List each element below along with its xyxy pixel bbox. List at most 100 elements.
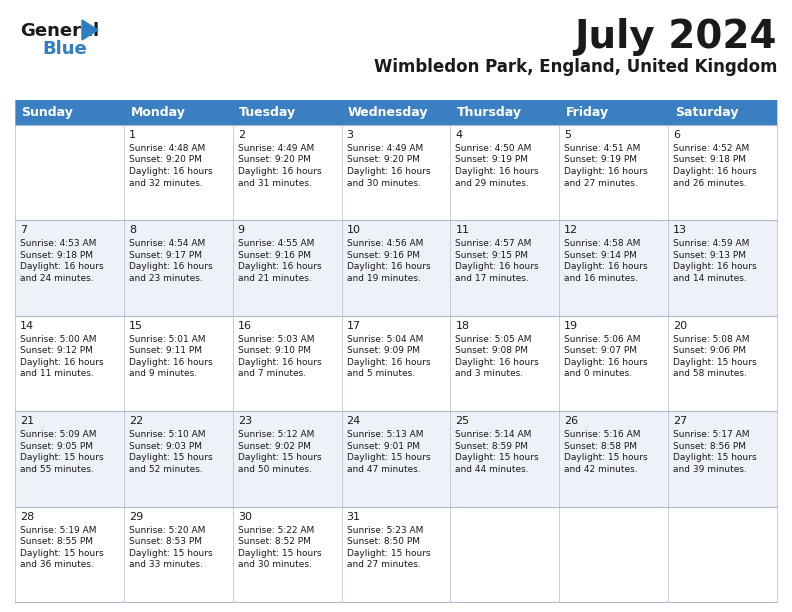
Text: and 58 minutes.: and 58 minutes. [673, 369, 747, 378]
Bar [15, 507, 777, 602]
Text: Sunrise: 4:52 AM: Sunrise: 4:52 AM [673, 144, 749, 153]
Text: and 14 minutes.: and 14 minutes. [673, 274, 747, 283]
Bar [15, 220, 777, 316]
Text: Sunset: 9:20 PM: Sunset: 9:20 PM [129, 155, 202, 165]
Text: Thursday: Thursday [457, 106, 522, 119]
Text: Monday: Monday [131, 106, 185, 119]
Text: Sunset: 8:50 PM: Sunset: 8:50 PM [347, 537, 420, 546]
Text: and 32 minutes.: and 32 minutes. [129, 179, 203, 187]
Text: Sunrise: 5:22 AM: Sunrise: 5:22 AM [238, 526, 314, 535]
Text: Sunset: 9:17 PM: Sunset: 9:17 PM [129, 251, 202, 260]
Text: Sunrise: 4:57 AM: Sunrise: 4:57 AM [455, 239, 531, 248]
Text: Daylight: 16 hours: Daylight: 16 hours [564, 358, 648, 367]
Text: Daylight: 15 hours: Daylight: 15 hours [347, 548, 430, 558]
Text: 17: 17 [347, 321, 360, 331]
Text: Wimbledon Park, England, United Kingdom: Wimbledon Park, England, United Kingdom [374, 58, 777, 76]
Text: Sunset: 9:12 PM: Sunset: 9:12 PM [20, 346, 93, 356]
Bar [124, 100, 233, 125]
Text: Sunrise: 5:14 AM: Sunrise: 5:14 AM [455, 430, 531, 439]
Text: 19: 19 [564, 321, 578, 331]
Text: 11: 11 [455, 225, 470, 236]
Text: 25: 25 [455, 416, 470, 426]
Text: and 3 minutes.: and 3 minutes. [455, 369, 524, 378]
Text: 7: 7 [20, 225, 27, 236]
Text: Sunrise: 5:23 AM: Sunrise: 5:23 AM [347, 526, 423, 535]
Text: and 11 minutes.: and 11 minutes. [20, 369, 94, 378]
Text: and 50 minutes.: and 50 minutes. [238, 465, 311, 474]
Bar [15, 411, 777, 507]
Text: 29: 29 [129, 512, 143, 521]
Text: Sunset: 9:05 PM: Sunset: 9:05 PM [20, 442, 93, 450]
Bar [15, 316, 777, 411]
Text: 9: 9 [238, 225, 245, 236]
Text: Daylight: 16 hours: Daylight: 16 hours [564, 167, 648, 176]
Text: Sunrise: 5:03 AM: Sunrise: 5:03 AM [238, 335, 314, 344]
Text: Daylight: 16 hours: Daylight: 16 hours [347, 263, 430, 271]
Text: Blue: Blue [42, 40, 87, 58]
Text: Daylight: 16 hours: Daylight: 16 hours [455, 263, 539, 271]
Text: Sunset: 9:01 PM: Sunset: 9:01 PM [347, 442, 420, 450]
Text: Sunrise: 5:19 AM: Sunrise: 5:19 AM [20, 526, 97, 535]
Text: Daylight: 15 hours: Daylight: 15 hours [20, 548, 104, 558]
Text: Daylight: 15 hours: Daylight: 15 hours [564, 453, 648, 462]
Text: Sunrise: 5:16 AM: Sunrise: 5:16 AM [564, 430, 641, 439]
Text: and 7 minutes.: and 7 minutes. [238, 369, 306, 378]
Text: Sunset: 9:20 PM: Sunset: 9:20 PM [347, 155, 420, 165]
Text: Sunrise: 5:10 AM: Sunrise: 5:10 AM [129, 430, 205, 439]
Text: Daylight: 16 hours: Daylight: 16 hours [347, 358, 430, 367]
Text: Sunset: 8:55 PM: Sunset: 8:55 PM [20, 537, 93, 546]
Text: Sunset: 9:16 PM: Sunset: 9:16 PM [238, 251, 310, 260]
Text: 27: 27 [673, 416, 687, 426]
Text: Sunset: 8:56 PM: Sunset: 8:56 PM [673, 442, 746, 450]
Text: Sunset: 9:14 PM: Sunset: 9:14 PM [564, 251, 637, 260]
Text: Sunset: 9:13 PM: Sunset: 9:13 PM [673, 251, 746, 260]
Text: and 55 minutes.: and 55 minutes. [20, 465, 94, 474]
Text: Sunset: 8:59 PM: Sunset: 8:59 PM [455, 442, 528, 450]
Text: Sunrise: 4:59 AM: Sunrise: 4:59 AM [673, 239, 749, 248]
Text: Sunset: 9:19 PM: Sunset: 9:19 PM [564, 155, 638, 165]
Text: and 31 minutes.: and 31 minutes. [238, 179, 311, 187]
Text: 31: 31 [347, 512, 360, 521]
Text: General: General [20, 22, 99, 40]
Text: and 24 minutes.: and 24 minutes. [20, 274, 93, 283]
Text: Sunday: Sunday [21, 106, 74, 119]
Text: and 29 minutes.: and 29 minutes. [455, 179, 529, 187]
Text: and 16 minutes.: and 16 minutes. [564, 274, 638, 283]
Bar [15, 125, 777, 220]
Text: Sunrise: 5:05 AM: Sunrise: 5:05 AM [455, 335, 532, 344]
Text: 2: 2 [238, 130, 245, 140]
Text: 30: 30 [238, 512, 252, 521]
Text: and 17 minutes.: and 17 minutes. [455, 274, 529, 283]
Text: Sunset: 9:09 PM: Sunset: 9:09 PM [347, 346, 420, 356]
Bar [668, 100, 777, 125]
Text: Sunrise: 4:49 AM: Sunrise: 4:49 AM [347, 144, 423, 153]
Text: 26: 26 [564, 416, 578, 426]
Text: Sunset: 9:02 PM: Sunset: 9:02 PM [238, 442, 310, 450]
Text: and 27 minutes.: and 27 minutes. [347, 560, 421, 569]
Text: Sunrise: 4:53 AM: Sunrise: 4:53 AM [20, 239, 97, 248]
Text: Daylight: 16 hours: Daylight: 16 hours [20, 263, 104, 271]
Text: Daylight: 16 hours: Daylight: 16 hours [238, 167, 322, 176]
Text: Daylight: 16 hours: Daylight: 16 hours [129, 358, 212, 367]
Text: Sunrise: 4:55 AM: Sunrise: 4:55 AM [238, 239, 314, 248]
Text: Sunrise: 4:49 AM: Sunrise: 4:49 AM [238, 144, 314, 153]
Text: Sunrise: 5:06 AM: Sunrise: 5:06 AM [564, 335, 641, 344]
Text: 13: 13 [673, 225, 687, 236]
Text: and 42 minutes.: and 42 minutes. [564, 465, 638, 474]
Text: and 52 minutes.: and 52 minutes. [129, 465, 203, 474]
Bar [15, 100, 124, 125]
Text: Sunrise: 5:00 AM: Sunrise: 5:00 AM [20, 335, 97, 344]
Text: Sunset: 9:20 PM: Sunset: 9:20 PM [238, 155, 310, 165]
Bar [341, 100, 451, 125]
Text: and 39 minutes.: and 39 minutes. [673, 465, 747, 474]
Text: Sunrise: 5:20 AM: Sunrise: 5:20 AM [129, 526, 205, 535]
Text: Sunset: 9:03 PM: Sunset: 9:03 PM [129, 442, 202, 450]
Text: 4: 4 [455, 130, 463, 140]
Text: 18: 18 [455, 321, 470, 331]
Text: Daylight: 16 hours: Daylight: 16 hours [129, 167, 212, 176]
Polygon shape [82, 20, 98, 40]
Text: and 0 minutes.: and 0 minutes. [564, 369, 632, 378]
Text: Daylight: 16 hours: Daylight: 16 hours [129, 263, 212, 271]
Text: 28: 28 [20, 512, 34, 521]
Text: 3: 3 [347, 130, 353, 140]
